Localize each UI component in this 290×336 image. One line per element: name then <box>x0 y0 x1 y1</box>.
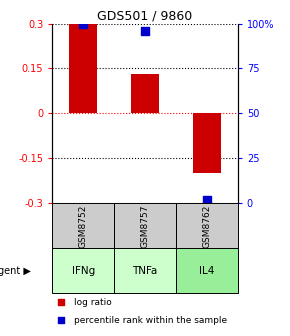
FancyBboxPatch shape <box>176 248 238 293</box>
Text: log ratio: log ratio <box>75 298 112 307</box>
Point <box>59 318 64 323</box>
FancyBboxPatch shape <box>114 203 176 248</box>
Point <box>204 197 209 203</box>
Text: GSM8762: GSM8762 <box>202 204 211 248</box>
Text: IFNg: IFNg <box>72 266 95 276</box>
FancyBboxPatch shape <box>176 203 238 248</box>
Text: TNFa: TNFa <box>132 266 158 276</box>
Point <box>81 22 86 27</box>
FancyBboxPatch shape <box>52 248 114 293</box>
Title: GDS501 / 9860: GDS501 / 9860 <box>97 9 193 23</box>
Text: percentile rank within the sample: percentile rank within the sample <box>75 316 228 325</box>
Text: agent ▶: agent ▶ <box>0 266 30 276</box>
Text: GSM8752: GSM8752 <box>79 204 88 248</box>
Text: GSM8757: GSM8757 <box>140 204 150 248</box>
Text: IL4: IL4 <box>199 266 215 276</box>
Bar <box>193 114 221 173</box>
Bar <box>69 24 97 114</box>
Point <box>59 300 64 305</box>
FancyBboxPatch shape <box>114 248 176 293</box>
FancyBboxPatch shape <box>52 203 114 248</box>
Point <box>143 28 147 33</box>
Bar <box>131 75 159 114</box>
